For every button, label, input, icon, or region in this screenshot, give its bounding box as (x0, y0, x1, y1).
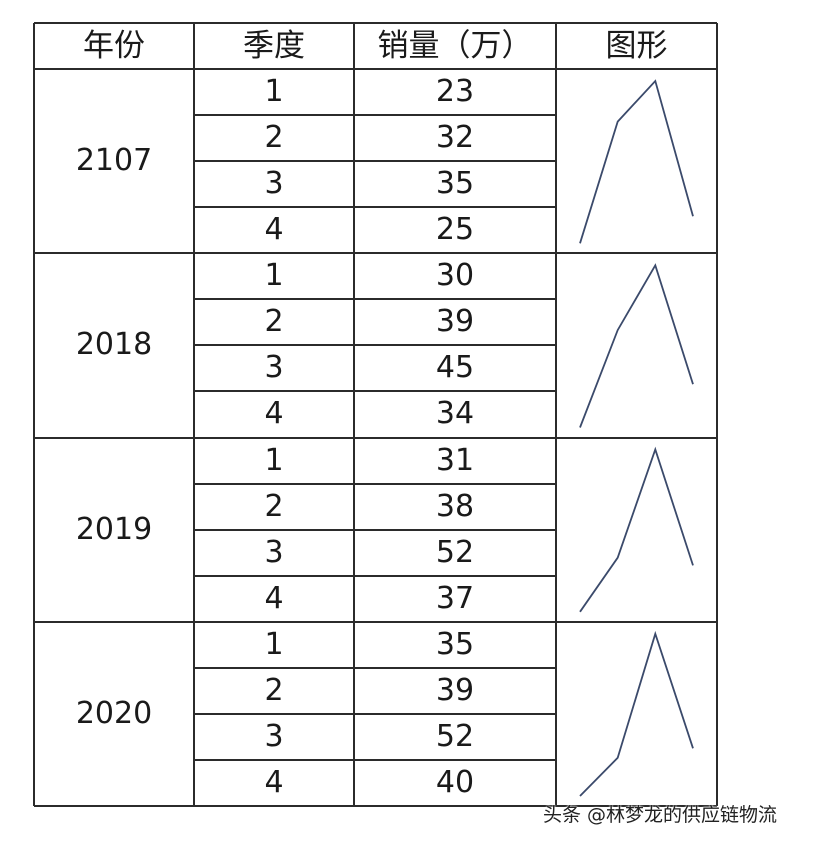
quarter-cell: 1 (264, 258, 284, 294)
quarter-cell: 2 (264, 488, 284, 524)
column-divider (353, 23, 355, 806)
row-divider (194, 114, 556, 117)
table-border-top (34, 22, 717, 24)
sales-cell: 35 (435, 166, 475, 202)
group-divider (34, 805, 717, 807)
year-cell: 2018 (75, 327, 153, 363)
sales-cell: 38 (435, 488, 475, 524)
year-cell: 2020 (75, 695, 153, 731)
row-divider (194, 574, 556, 577)
row-divider (194, 666, 556, 669)
quarter-cell: 2 (264, 120, 284, 156)
sparkline-series-2 (579, 263, 694, 428)
sparkline-series-1 (579, 79, 694, 244)
quarter-cell: 3 (264, 350, 284, 386)
sales-cell: 37 (435, 580, 475, 616)
quarter-cell: 1 (264, 74, 284, 110)
column-divider (716, 23, 718, 806)
quarter-cell: 1 (264, 442, 284, 478)
sales-cell: 23 (435, 74, 475, 110)
header-chart: 图形 (605, 27, 668, 64)
row-divider (194, 390, 556, 393)
row-divider (194, 482, 556, 485)
header-divider (34, 68, 717, 70)
sales-cell: 35 (435, 626, 475, 662)
sales-cell: 45 (435, 350, 475, 386)
quarter-cell: 1 (264, 626, 284, 662)
sales-cell: 25 (435, 212, 475, 248)
sales-cell: 40 (435, 764, 475, 800)
group-divider (34, 620, 717, 623)
row-divider (194, 160, 556, 163)
sales-cell: 52 (435, 534, 475, 570)
quarter-cell: 2 (264, 672, 284, 708)
sparkline-series-3 (579, 446, 694, 613)
header-year: 年份 (83, 27, 145, 64)
quarter-cell: 3 (264, 534, 284, 570)
group-divider (34, 436, 717, 439)
sparkline-series-4 (579, 630, 694, 797)
row-divider (194, 528, 556, 531)
header-quarter: 季度 (243, 27, 305, 64)
sales-cell: 30 (435, 258, 475, 294)
sales-cell: 39 (435, 304, 475, 340)
sparkline-chart (579, 79, 694, 797)
quarter-cell: 4 (264, 212, 284, 248)
quarter-cell: 3 (264, 166, 284, 202)
column-divider (193, 23, 195, 806)
watermark: 头条 @林梦龙的供应链物流 (543, 804, 778, 826)
year-cell: 2019 (75, 511, 153, 547)
row-divider (194, 344, 556, 347)
sales-cell: 32 (435, 120, 475, 156)
sales-cell: 31 (435, 442, 475, 478)
group-divider (34, 252, 717, 255)
quarter-cell: 2 (264, 304, 284, 340)
column-divider (555, 23, 557, 806)
sales-table: 年份 季度 销量（万） 图形 2107 1 23 2 32 3 35 4 25 2018 1 30 2 39 3 45… (33, 22, 718, 807)
row-divider (194, 206, 556, 209)
year-cell: 2107 (75, 143, 153, 179)
row-divider (194, 712, 556, 715)
quarter-cell: 4 (264, 580, 284, 616)
column-divider (33, 23, 35, 806)
quarter-cell: 4 (264, 396, 284, 432)
row-divider (194, 298, 556, 301)
sales-cell: 39 (435, 672, 475, 708)
sales-cell: 52 (435, 718, 475, 754)
row-divider (194, 758, 556, 761)
quarter-cell: 4 (264, 764, 284, 800)
sales-cell: 34 (435, 396, 475, 432)
quarter-cell: 3 (264, 718, 284, 754)
header-sales: 销量（万） (377, 27, 533, 64)
